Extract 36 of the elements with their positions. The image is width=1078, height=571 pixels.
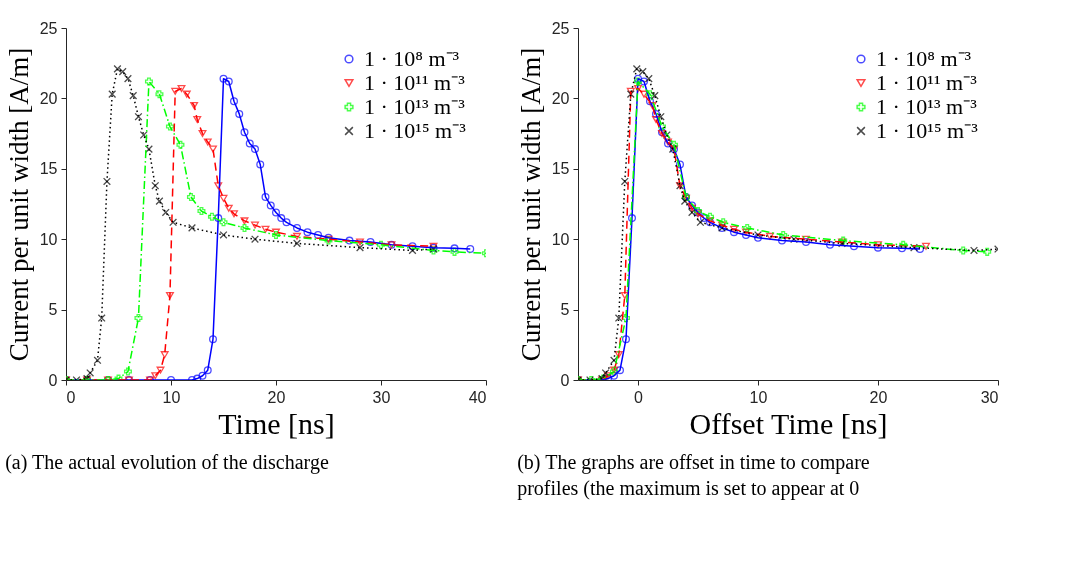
y-tick-label: 10 — [551, 230, 570, 248]
y-axis-title: Current per unit width [A/m] — [515, 47, 546, 362]
x-tick-label: 0 — [66, 388, 76, 406]
y-tick-label: 10 — [39, 230, 58, 248]
y-tick-label: 20 — [551, 89, 570, 107]
y-tick-label: 25 — [39, 19, 58, 37]
y-tick-label: 15 — [551, 160, 570, 178]
legend-label: 1 · 10¹⁵ m⁻³ — [876, 118, 979, 143]
legend-label: 1 · 10¹¹ m⁻³ — [364, 70, 466, 95]
x-tick-label: 40 — [468, 388, 487, 406]
legend-label: 1 · 10⁸ m⁻³ — [876, 46, 972, 71]
y-tick-label: 15 — [39, 160, 58, 178]
y-tick-label: 0 — [560, 371, 570, 389]
x-tick-label: 20 — [267, 388, 286, 406]
legend-label: 1 · 10¹⁵ m⁻³ — [364, 118, 467, 143]
y-axis-title: Current per unit width [A/m] — [3, 47, 34, 362]
y-tick-label: 25 — [551, 19, 570, 37]
y-tick-label: 5 — [48, 301, 58, 319]
x-tick-label: 10 — [162, 388, 181, 406]
text: (b) The graphs are offset in time to compare — [517, 451, 870, 474]
x-tick-label: 0 — [634, 388, 644, 406]
x-tick-label: 30 — [980, 388, 999, 406]
legend-label: 1 · 10¹¹ m⁻³ — [876, 70, 978, 95]
y-tick-label: 5 — [560, 301, 570, 319]
y-tick-label: 20 — [39, 89, 58, 107]
text: (a) The actual evolution of the discharge — [5, 451, 329, 474]
y-tick-label: 0 — [48, 371, 58, 389]
legend-label: 1 · 10¹³ m⁻³ — [364, 94, 466, 119]
legend-label: 1 · 10⁸ m⁻³ — [364, 46, 460, 71]
legend-label: 1 · 10¹³ m⁻³ — [876, 94, 978, 119]
x-tick-label: 30 — [372, 388, 391, 406]
x-tick-label: 20 — [869, 388, 888, 406]
x-axis-title: Offset Time [ns] — [689, 406, 888, 440]
x-tick-label: 10 — [749, 388, 768, 406]
text: profiles (the maximum is set to appear at 0 — [517, 477, 860, 500]
x-axis-title: Time [ns] — [218, 406, 335, 440]
